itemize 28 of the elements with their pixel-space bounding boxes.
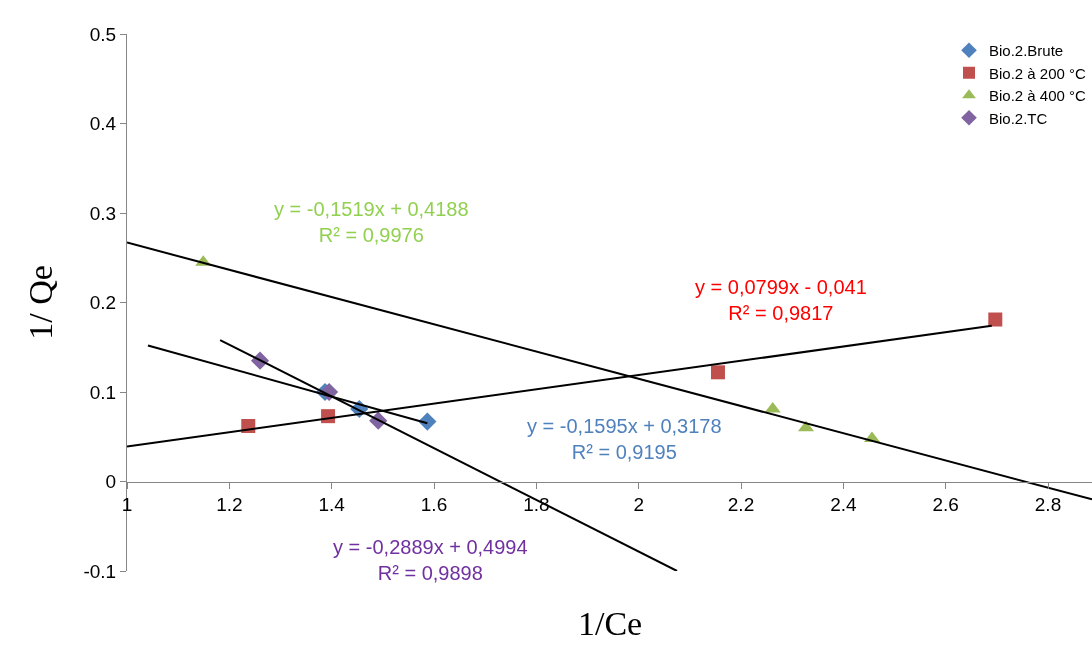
y-tick-label: 0.1 (89, 381, 117, 403)
annotation: y = 0,0799x - 0,041 R² = 0,9817 (695, 276, 867, 324)
annotation: y = -0,1595x + 0,3178 R² = 0,9195 (527, 415, 722, 463)
x-tick-label: 1.6 (420, 494, 448, 516)
point (988, 312, 1003, 327)
y-tick-label: 0 (105, 471, 117, 493)
x-tick-label: 1.2 (216, 494, 243, 516)
x-tick-label: 1 (121, 494, 133, 516)
x-axis-title: 1/Ce (578, 605, 643, 642)
x-tick-label: 2.6 (932, 494, 959, 516)
legend-label: Bio.2 à 400 °C (989, 87, 1087, 105)
legend-label: Bio.2.TC (989, 109, 1048, 127)
y-axis-title: 1/ Qe (22, 265, 60, 340)
y-tick-label: 0.3 (89, 202, 117, 224)
x-tick-label: 2.8 (1034, 494, 1062, 516)
legend-label: Bio.2.Brute (989, 42, 1064, 60)
x-tick-label: 1.4 (318, 494, 346, 516)
x-tick-label: 2.2 (727, 494, 755, 516)
legend-label: Bio.2 à 200 °C (989, 64, 1087, 82)
x-tick-label: 2 (633, 494, 644, 516)
y-tick-label: 0.4 (89, 113, 117, 135)
x-tick-label: 2.4 (830, 494, 857, 516)
y-tick-label: 0.5 (89, 23, 117, 45)
y-tick-label: -0.1 (83, 560, 117, 582)
y-tick-label: 0.2 (89, 292, 117, 314)
annotation: y = -0,2889x + 0,4994 R² = 0,9898 (333, 536, 528, 584)
point (710, 365, 725, 380)
annotation: y = -0,1519x + 0,4188 R² = 0,9976 (274, 198, 469, 246)
